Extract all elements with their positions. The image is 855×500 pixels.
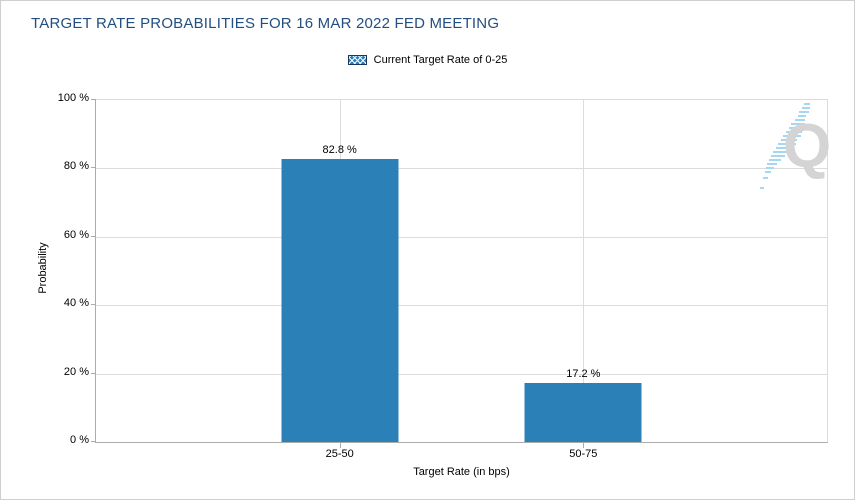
x-tick-mark [339, 443, 341, 448]
bar-50-75 [524, 383, 642, 442]
y-tick-mark [91, 167, 96, 168]
plot-area: 82.8 % 17.2 % [95, 99, 828, 448]
y-axis-title: Probability [37, 242, 49, 294]
x-axis-labels: 25-50 50-75 [96, 448, 827, 462]
y-tick-label: 40 % [63, 297, 89, 309]
chart-legend: Current Target Rate of 0-25 [1, 54, 854, 66]
x-tick-mark [583, 443, 585, 448]
y-tick-label: 20 % [63, 366, 89, 378]
bar-value-label: 17.2 % [566, 368, 601, 381]
legend-label: Current Target Rate of 0-25 [373, 54, 508, 66]
y-tick-mark [91, 99, 96, 100]
bar-25-50 [281, 158, 399, 442]
y-tick-label: 80 % [63, 160, 89, 172]
y-tick-mark [91, 373, 96, 374]
y-tick-mark [91, 441, 96, 442]
gridline-80pct [96, 168, 827, 170]
gridline-category-2 [583, 100, 585, 442]
legend-swatch-hatched-icon [347, 55, 367, 65]
x-tick-label: 25-50 [325, 448, 354, 460]
y-tick-label: 0 % [70, 434, 89, 446]
chart-title: TARGET RATE PROBABILITIES FOR 16 MAR 202… [31, 15, 500, 32]
x-axis-title: Target Rate (in bps) [413, 466, 510, 478]
gridline-20pct [96, 373, 827, 375]
gridline-40pct [96, 305, 827, 307]
bar-group-25-50: 82.8 % [281, 100, 399, 442]
y-tick-label: 60 % [63, 229, 89, 241]
y-tick-mark [91, 304, 96, 305]
bar-value-label: 82.8 % [322, 143, 357, 156]
y-tick-mark [91, 236, 96, 237]
y-tick-label: 100 % [57, 92, 89, 104]
x-tick-label: 50-75 [569, 448, 598, 460]
bar-group-50-75: 17.2 % [524, 100, 642, 442]
gridline-60pct [96, 236, 827, 238]
